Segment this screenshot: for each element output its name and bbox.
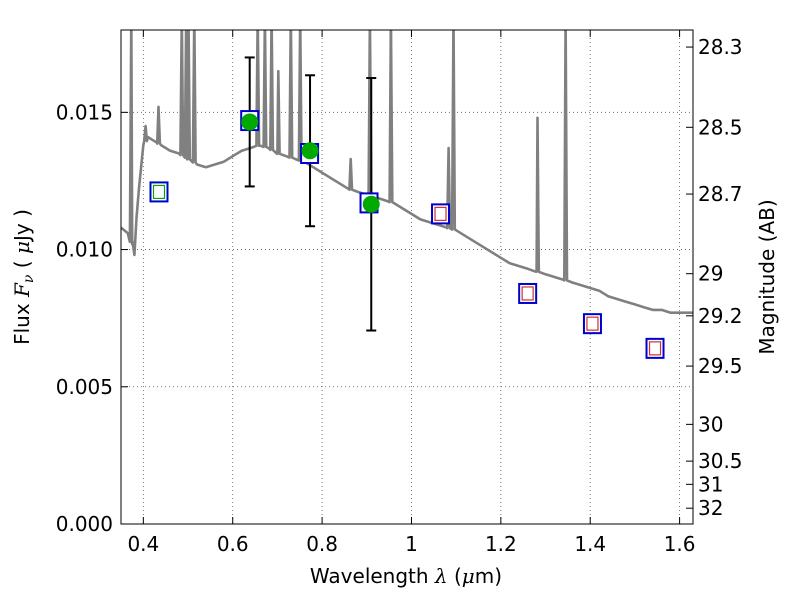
- observed-flux-point: [301, 142, 319, 160]
- x-tick-label: 1: [405, 532, 418, 556]
- observed-flux-point: [241, 113, 259, 131]
- magnitude-tick-label: 28.5: [698, 115, 743, 139]
- magnitude-tick-label: 30.5: [698, 449, 743, 473]
- x-tick-label: 0.4: [127, 532, 159, 556]
- y-tick-label: 0.010: [56, 238, 113, 262]
- y-axis-label: Flux Fν ( μJy ): [10, 209, 37, 345]
- model-photometry-inner-box: [434, 206, 447, 221]
- magnitude-tick-label: 29: [698, 262, 723, 286]
- magnitude-tick-label: 32: [698, 496, 723, 520]
- x-tick-label: 1.2: [485, 532, 517, 556]
- photometry-points: [149, 110, 665, 359]
- y-axis-ticks: 0.000 0.005 0.010 0.015: [56, 100, 128, 536]
- sed-model-line: [121, 30, 693, 314]
- model-photometry-inner-box: [586, 316, 599, 331]
- sed-model-spectrum: [121, 30, 693, 314]
- x-tick-label: 0.8: [306, 532, 338, 556]
- y-tick-label: 0.000: [56, 512, 113, 536]
- x-tick-label: 1.4: [574, 532, 606, 556]
- magnitude-tick-label: 30: [698, 412, 723, 436]
- plot-frame: [120, 29, 694, 525]
- observed-flux-point: [362, 195, 380, 213]
- x-axis-ticks: 0.4 0.6 0.8 1 1.2 1.4 1.6: [127, 30, 696, 556]
- x-tick-label: 0.6: [217, 532, 249, 556]
- model-photometry-inner-box: [648, 341, 662, 356]
- x-axis-label: Wavelength λ (μm): [310, 564, 502, 588]
- magnitude-tick-label: 28.7: [698, 182, 743, 206]
- model-photometry-inner-box: [521, 286, 534, 301]
- y2-axis-label: Magnitude (AB): [755, 199, 779, 354]
- magnitude-tick-label: 31: [698, 472, 723, 496]
- y-tick-label: 0.005: [56, 375, 113, 399]
- model-photometry-inner-box: [152, 184, 166, 200]
- magnitude-tick-label: 28.3: [698, 35, 743, 59]
- y-tick-label: 0.015: [56, 100, 113, 124]
- x-tick-label: 1.6: [664, 532, 696, 556]
- magnitude-tick-label: 29.5: [698, 354, 743, 378]
- magnitude-tick-label: 29.2: [698, 304, 743, 328]
- grid: [121, 30, 693, 524]
